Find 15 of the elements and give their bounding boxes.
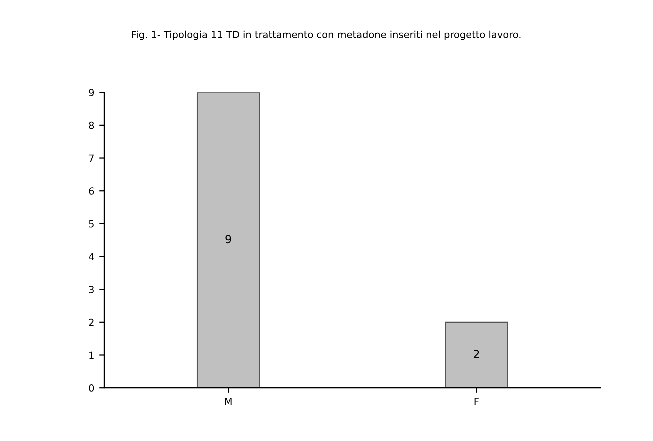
y-tick-label: 8 xyxy=(89,122,94,130)
y-tick-label: 2 xyxy=(89,318,94,326)
data-label: 9 xyxy=(226,235,232,244)
y-tick-label: 1 xyxy=(90,352,94,359)
chart-title: Fig. 1- Tipologia 11 TD in trattamento con metadone inseriti nel progetto lavoro. xyxy=(132,30,521,40)
y-tick-label: 7 xyxy=(89,154,94,162)
y-tick-label: 3 xyxy=(89,286,94,294)
y-tick-label: 5 xyxy=(89,220,94,228)
x-tick-label: F xyxy=(474,398,479,406)
y-tick-label: 4 xyxy=(89,253,94,260)
x-tick-label: M xyxy=(225,398,232,406)
y-tick-label: 0 xyxy=(89,384,94,392)
y-tick-label: 9 xyxy=(89,89,94,96)
y-tick-label: 6 xyxy=(89,188,94,195)
data-label: 2 xyxy=(474,350,480,358)
